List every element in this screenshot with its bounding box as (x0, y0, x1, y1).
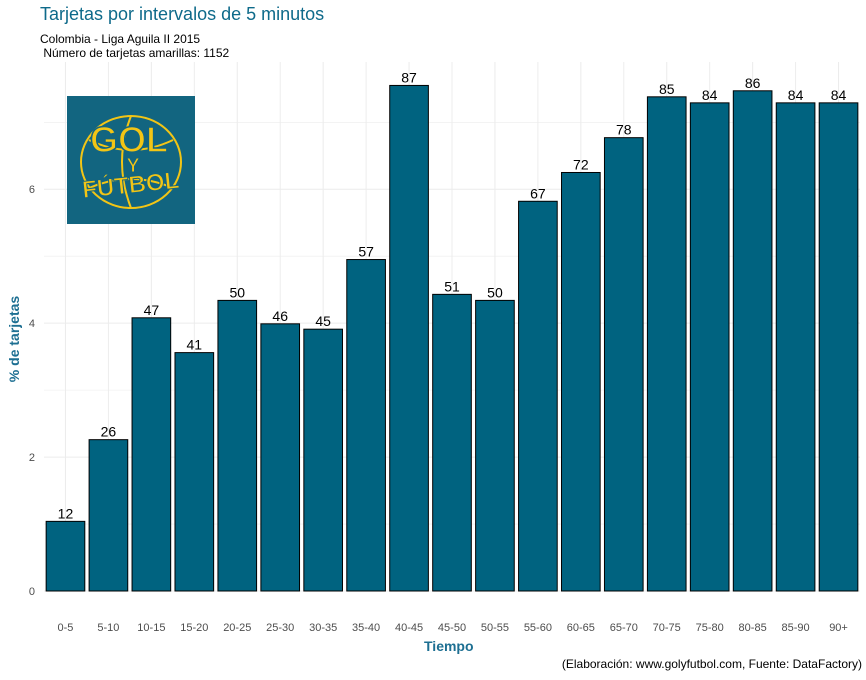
data-label: 26 (101, 424, 117, 440)
data-label: 84 (702, 87, 718, 103)
bar-65-70 (603, 137, 644, 592)
data-labels: 12 26 47 41 50 46 45 57 87 51 50 67 72 78 85 84 86 84 84 (58, 69, 847, 521)
bar-90+ (818, 102, 859, 592)
data-label: 51 (444, 278, 460, 294)
bar-25-30 (260, 323, 301, 592)
x-tick-label: 80-85 (739, 622, 767, 634)
bar-40-45 (389, 84, 429, 592)
bar-50-55 (475, 299, 515, 592)
data-label: 12 (58, 505, 74, 521)
x-tick-label: 65-70 (610, 622, 638, 634)
bar-20-25 (217, 299, 258, 592)
svg-text:GOL: GOL (90, 119, 168, 160)
data-label: 57 (358, 244, 374, 260)
bar-10-15 (131, 317, 172, 592)
bar-15-20 (174, 352, 215, 592)
svg-text:Y: Y (126, 155, 140, 177)
subtitle-line-2: Número de tarjetas amarillas: 1152 (40, 46, 230, 60)
y-tick-label: 6 (29, 184, 35, 196)
bar-35-40 (346, 259, 386, 592)
bar-30-35 (303, 328, 343, 592)
data-label: 50 (487, 284, 503, 300)
data-label: 86 (745, 75, 761, 91)
data-label: 41 (187, 337, 203, 353)
chart-caption: (Elaboración: www.golyfutbol.com, Fuente… (561, 657, 862, 671)
x-tick-label: 15-20 (180, 622, 208, 634)
data-label: 84 (788, 87, 804, 103)
data-label: 87 (401, 69, 417, 85)
x-tick-label: 10-15 (137, 622, 165, 634)
x-tick-label: 85-90 (782, 622, 810, 634)
y-tick-label: 2 (29, 452, 35, 464)
y-tick-label: 0 (29, 586, 35, 598)
data-label: 72 (573, 156, 589, 172)
bar-5-10 (88, 439, 129, 592)
y-axis-title: % de tarjetas (6, 295, 22, 383)
x-tick-label: 40-45 (395, 622, 423, 634)
x-tick-label: 70-75 (653, 622, 681, 634)
bar-70-75 (646, 96, 687, 592)
bar-0-5 (45, 520, 86, 592)
bar-60-65 (561, 171, 601, 592)
bars (45, 84, 859, 592)
subtitle-line-1: Colombia - Liga Aguila II 2015 (40, 32, 201, 46)
data-label: 47 (144, 302, 160, 318)
x-tick-label: 75-80 (696, 622, 724, 634)
x-tick-label: 35-40 (352, 622, 380, 634)
x-tick-label: 50-55 (481, 622, 509, 634)
x-tick-label: 90+ (829, 622, 848, 634)
data-label: 67 (530, 185, 546, 201)
chart-title: Tarjetas por intervalos de 5 minutos (40, 4, 325, 24)
data-label: 45 (315, 313, 331, 329)
data-label: 85 (659, 81, 675, 97)
bar-85-90 (775, 102, 816, 592)
x-tick-label: 45-50 (438, 622, 466, 634)
bar-75-80 (689, 102, 730, 592)
bar-45-50 (432, 293, 472, 592)
gol-y-futbol-logo: GOL Y FÚTBOL (67, 96, 195, 224)
y-axis-ticks: 0 2 4 6 (29, 184, 35, 598)
x-axis-title: Tiempo (424, 638, 474, 654)
data-label: 78 (616, 122, 632, 138)
chart-subtitle: Colombia - Liga Aguila II 2015 Número de… (40, 32, 229, 60)
x-tick-label: 30-35 (309, 622, 337, 634)
x-tick-label: 25-30 (266, 622, 294, 634)
x-tick-label: 20-25 (223, 622, 251, 634)
x-tick-label: 5-10 (97, 622, 119, 634)
data-label: 50 (229, 284, 245, 300)
bar-80-85 (732, 90, 773, 592)
x-tick-label: 55-60 (524, 622, 552, 634)
y-tick-label: 4 (29, 318, 35, 330)
x-axis-ticks: 0-5 5-10 10-15 15-20 20-25 25-30 30-35 35-40 40-… (58, 622, 848, 634)
x-tick-label: 60-65 (567, 622, 595, 634)
bar-55-60 (518, 200, 558, 592)
x-tick-label: 0-5 (58, 622, 74, 634)
data-label: 84 (831, 87, 847, 103)
data-label: 46 (272, 308, 288, 324)
